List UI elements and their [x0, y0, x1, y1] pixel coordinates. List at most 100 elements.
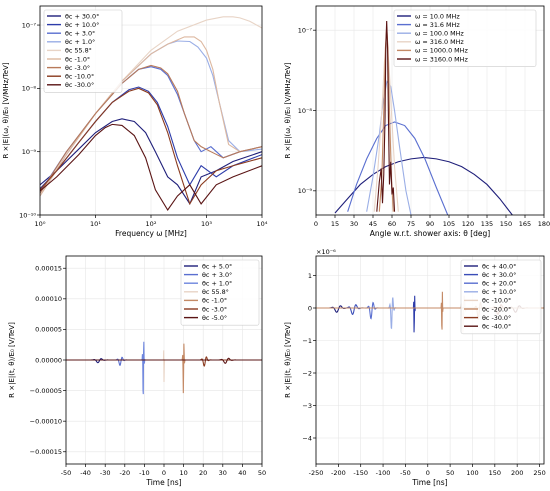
series-line-bl-3: [66, 350, 262, 383]
y-tick-label-bl-0: −0.00015: [30, 448, 62, 456]
legend-entry-tl-3: θc + 1.0°: [65, 38, 95, 46]
series-line-tr-5: [376, 21, 396, 212]
x-tick-label-br-10: 250: [533, 469, 545, 477]
x-tick-label-tr-7: 105: [443, 220, 455, 228]
legend-box-bl: [180, 259, 260, 326]
legend-box-tl: [43, 9, 123, 93]
y-axis-label-tl: R ×|E|(ω, θ)/E₀ [V/MHz/TeV]: [2, 62, 10, 158]
legend-box-br: [460, 259, 542, 335]
y-axis-br: −4 −3 −2 −1 0 1 R ×|E|(t, θ)/E₀ [V/TeV] ×10⁻⁶: [284, 248, 336, 442]
x-tick-label-br-1: -200: [331, 469, 346, 477]
legend-entry-tr-5: ω = 3160.0 MHz: [415, 55, 468, 63]
y-axis-tr: 10⁻⁹ 10⁻⁸ 10⁻⁷ R ×|E|(ω, θ)/E₀ [V/MHz/TeV]: [284, 26, 316, 195]
x-tick-label-tl-3: 10³: [201, 220, 212, 228]
x-tick-label-br-9: 200: [511, 469, 523, 477]
x-tick-label-br-7: 100: [466, 469, 478, 477]
x-tick-label-tr-3: 45: [369, 220, 377, 228]
y-tick-label-tr-2: 10⁻⁷: [298, 26, 313, 34]
x-axis-label-tl: Frequency ω [MHz]: [115, 229, 187, 238]
legend-entry-bl-6: θc -5.0°: [202, 314, 227, 322]
legend-entry-tr-3: ω = 316.0 MHz: [415, 38, 464, 46]
x-tick-label-tr-9: 135: [481, 220, 493, 228]
y-tick-label-bl-1: −0.00010: [30, 417, 62, 425]
y-tick-label-br-3: −1: [302, 337, 312, 345]
legend-entry-bl-2: θc + 1.0°: [202, 280, 232, 288]
legend-entry-tl-6: θc -3.0°: [65, 64, 90, 72]
x-tick-label-bl-10: 50: [258, 469, 266, 477]
y-tick-label-tl-2: 10⁻⁸: [22, 85, 37, 93]
legend-entry-tl-0: θc + 30.0°: [65, 12, 99, 20]
x-tick-label-tr-11: 165: [519, 220, 531, 228]
series-group-bl: [66, 341, 262, 395]
y-tick-label-br-4: 0: [308, 304, 312, 312]
legend-entry-br-5: θc -20.0°: [482, 305, 511, 313]
x-axis-tr: 0 15 30 45 60 75 90 105 120 135 150 165 180 Angle w.r…: [314, 215, 550, 238]
legend-entry-tl-4: θc 55.8°: [65, 47, 92, 55]
x-tick-label-tr-6: 90: [426, 220, 434, 228]
y-axis-label-br: R ×|E|(t, θ)/E₀ [V/TeV]: [284, 322, 292, 398]
series-line-tr-0: [334, 156, 513, 215]
y-tick-label-br-1: −3: [302, 402, 312, 410]
x-tick-label-tl-4: 10⁴: [257, 220, 268, 228]
y-tick-label-tl-0: 10⁻¹⁰: [19, 211, 36, 219]
y-tick-label-bl-4: 0.00005: [35, 326, 62, 334]
legend-entry-tr-2: ω = 100.0 MHz: [415, 30, 464, 38]
panel-br: -250 -200 -150 -100 -50 0 50 100 150 200 250 Time […: [284, 248, 546, 487]
legend-entry-br-7: θc -40.0°: [482, 323, 511, 331]
legend-entry-tl-5: θc -1.0°: [65, 55, 90, 63]
legend-entry-br-2: θc + 20.0°: [482, 280, 516, 288]
series-line-tr-1: [347, 121, 449, 215]
x-tick-label-br-8: 150: [489, 469, 501, 477]
plot-frame-br: [315, 255, 545, 465]
x-tick-label-br-3: -100: [376, 469, 391, 477]
y-tick-label-tr-1: 10⁻⁸: [298, 107, 313, 115]
legend-entry-tr-0: ω = 10.0 MHz: [415, 12, 460, 20]
y-tick-label-bl-6: 0.00015: [35, 265, 62, 273]
legend-entry-bl-4: θc -1.0°: [202, 297, 227, 305]
legend-box-tr: [393, 9, 537, 67]
series-line-tl-0: [40, 118, 262, 206]
legend-bl: θc + 5.0°θc + 3.0°θc + 1.0°θc 55.8°θc -1…: [180, 259, 260, 326]
x-tick-label-bl-2: -30: [100, 469, 111, 477]
x-axis-tl: 10⁰ 10¹ 10² 10³ 10⁴ Frequency ω [MHz]: [35, 215, 268, 238]
x-tick-label-tr-4: 60: [388, 220, 396, 228]
x-tick-label-bl-0: -50: [61, 469, 72, 477]
y-tick-label-br-5: 1: [308, 272, 312, 280]
x-tick-label-bl-7: 20: [199, 469, 207, 477]
y-axis-tl: 10⁻¹⁰ 10⁻⁹ 10⁻⁸ 10⁻⁷ R ×|E|(ω, θ)/E₀ [V/MHz/…: [2, 21, 40, 219]
x-tick-label-br-4: -50: [400, 469, 411, 477]
series-line-tl-6: [40, 64, 262, 194]
x-tick-label-tl-1: 10¹: [90, 220, 101, 228]
y-tick-label-tr-0: 10⁻⁹: [298, 187, 313, 195]
y-axis-bl: −0.00015 −0.00010 −0.00005 0.00000 0.00005 0.…: [8, 265, 66, 456]
legend-entry-br-0: θc + 40.0°: [482, 262, 516, 270]
legend-entry-tl-2: θc + 3.0°: [65, 30, 95, 38]
series-group-tl: [40, 16, 262, 211]
x-tick-label-bl-9: 40: [238, 469, 246, 477]
x-axis-bl: -50 -40 -30 -20 -10 0 10 20 30 40 50 Time [ns]: [61, 464, 266, 487]
series-group-tr: [334, 21, 513, 215]
series-line-tl-8: [40, 123, 262, 211]
legend-entry-tl-1: θc + 10.0°: [65, 21, 99, 29]
legend-entry-bl-5: θc -3.0°: [202, 305, 227, 313]
y-tick-label-bl-5: 0.00010: [35, 295, 62, 303]
x-tick-label-bl-3: -20: [119, 469, 130, 477]
x-tick-label-tr-8: 120: [462, 220, 474, 228]
x-tick-label-bl-5: 0: [162, 469, 166, 477]
legend-br: θc + 40.0°θc + 30.0°θc + 20.0°θc + 10.0°…: [460, 259, 542, 335]
legend-entry-br-1: θc + 30.0°: [482, 271, 516, 279]
x-tick-label-br-2: -150: [353, 469, 368, 477]
series-line-tl-7: [40, 87, 262, 206]
x-tick-label-br-0: -250: [309, 469, 324, 477]
legend-entry-br-4: θc -10.0°: [482, 297, 511, 305]
y-tick-label-br-0: −4: [302, 434, 312, 442]
y-axis-label-bl: R ×|E|(t, θ)/E₀ [V/TeV]: [8, 322, 16, 398]
legend-entry-tr-4: ω = 1000.0 MHz: [415, 47, 468, 55]
y-tick-label-tl-1: 10⁻⁹: [22, 148, 37, 156]
y-tick-label-br-2: −2: [302, 369, 312, 377]
x-axis-br: -250 -200 -150 -100 -50 0 50 100 150 200 250 Time […: [309, 464, 546, 487]
y-axis-label-tr: R ×|E|(ω, θ)/E₀ [V/MHz/TeV]: [284, 62, 292, 158]
legend-tl: θc + 30.0°θc + 10.0°θc + 3.0°θc + 1.0°θc…: [43, 9, 123, 93]
